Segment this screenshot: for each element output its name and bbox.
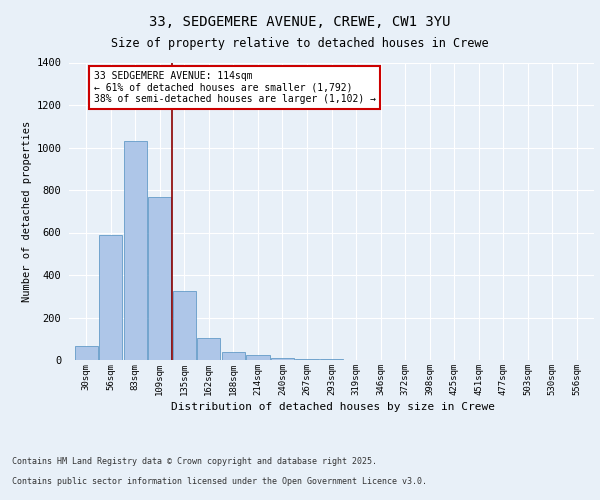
Text: Distribution of detached houses by size in Crewe: Distribution of detached houses by size … [171,402,495,412]
Bar [222,352,245,360]
Bar [99,234,122,360]
Bar [148,198,172,360]
Bar [74,346,98,360]
Text: Size of property relative to detached houses in Crewe: Size of property relative to detached ho… [111,38,489,51]
Text: Contains HM Land Registry data © Crown copyright and database right 2025.: Contains HM Land Registry data © Crown c… [12,458,377,466]
Bar [124,141,147,360]
Bar [271,358,294,360]
Text: 33, SEDGEMERE AVENUE, CREWE, CW1 3YU: 33, SEDGEMERE AVENUE, CREWE, CW1 3YU [149,15,451,29]
Bar [197,338,220,360]
Text: 33 SEDGEMERE AVENUE: 114sqm
← 61% of detached houses are smaller (1,792)
38% of : 33 SEDGEMERE AVENUE: 114sqm ← 61% of det… [94,71,376,104]
Y-axis label: Number of detached properties: Number of detached properties [22,120,32,302]
Bar [295,359,319,360]
Text: Contains public sector information licensed under the Open Government Licence v3: Contains public sector information licen… [12,478,427,486]
Bar [246,354,269,360]
Bar [173,291,196,360]
